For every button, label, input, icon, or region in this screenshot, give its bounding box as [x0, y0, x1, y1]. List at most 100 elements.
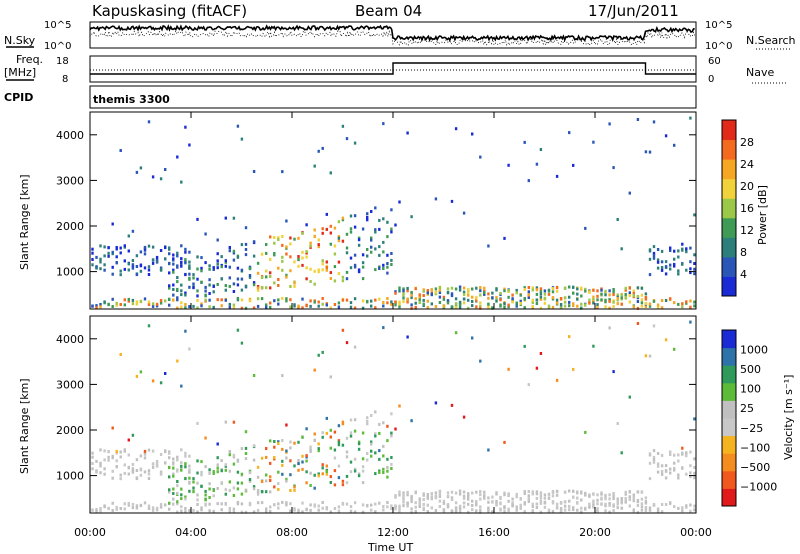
power-cell	[232, 282, 236, 286]
velocity-cell	[99, 464, 102, 468]
velocity-cell	[600, 492, 603, 496]
velocity-cell	[176, 484, 179, 488]
power-cell	[172, 298, 175, 302]
velocity-cell	[252, 458, 256, 462]
velocity-cell	[495, 503, 498, 507]
power-cell	[99, 260, 102, 264]
power-cell	[281, 235, 284, 238]
velocity-cell	[325, 470, 328, 473]
power-cell	[386, 262, 389, 265]
power-cell	[410, 290, 413, 294]
power-cell	[563, 300, 567, 304]
velocity-cell	[204, 436, 207, 440]
power-cell	[172, 257, 175, 261]
velocity-cell	[281, 439, 284, 442]
power-cell	[236, 283, 240, 287]
velocity-cell	[527, 494, 530, 498]
velocity-cell	[103, 472, 106, 476]
power-cell	[551, 290, 555, 294]
power-cell	[386, 301, 389, 305]
velocity-cell	[402, 493, 405, 497]
velocity-cell	[232, 462, 236, 466]
velocity-cell	[572, 506, 575, 510]
velocity-cell	[208, 509, 211, 513]
power-cell	[689, 260, 692, 264]
power-cell	[131, 266, 135, 270]
power-cell	[378, 227, 381, 231]
velocity-cell	[394, 504, 397, 508]
power-cell	[677, 302, 680, 306]
velocity-cell	[196, 471, 199, 475]
power-cell	[628, 291, 631, 295]
velocity-cell	[592, 344, 595, 348]
power-cell	[329, 224, 332, 228]
power-cell	[131, 263, 135, 267]
velocity-cell	[410, 419, 413, 423]
power-cell	[313, 228, 316, 232]
power-colorbar-swatch	[722, 120, 736, 141]
x-tick-label: 20:00	[579, 526, 611, 539]
velocity-cell	[559, 501, 563, 504]
velocity-cell	[289, 489, 292, 492]
power-cell	[543, 296, 547, 300]
velocity-cell	[616, 506, 619, 510]
power-cell	[418, 295, 421, 299]
power-cell	[438, 288, 442, 292]
velocity-cell	[159, 453, 163, 456]
velocity-cell	[652, 324, 656, 328]
velocity-cell	[584, 493, 587, 497]
power-cell	[168, 271, 171, 275]
power-cell	[188, 272, 191, 276]
power-cell	[442, 295, 446, 299]
velocity-cell	[406, 504, 409, 508]
velocity-cell	[176, 491, 179, 495]
velocity-cell	[321, 466, 324, 470]
power-cell	[531, 301, 534, 304]
velocity-cell	[563, 500, 567, 504]
velocity-cell	[349, 434, 353, 438]
power-cell	[531, 305, 534, 309]
velocity-cell	[374, 502, 377, 506]
velocity-cell	[685, 451, 688, 455]
velocity-cell	[236, 459, 240, 463]
power-cell	[103, 245, 106, 249]
power-cell	[681, 242, 684, 246]
velocity-cell	[337, 476, 341, 480]
power-cell	[547, 306, 551, 310]
velocity-cell	[309, 448, 312, 452]
power-cell	[127, 234, 130, 238]
power-cell	[216, 238, 219, 242]
velocity-cell	[115, 465, 118, 468]
power-cell	[361, 277, 365, 281]
velocity-cell	[353, 429, 357, 433]
power-cell	[664, 299, 668, 302]
power-cell	[693, 213, 696, 217]
nsearch-tick-bottom: 10^0	[705, 41, 732, 52]
power-cell	[301, 250, 304, 254]
power-cell	[188, 260, 191, 264]
nsky-line	[89, 24, 695, 43]
power-cell	[616, 297, 619, 300]
power-cell	[608, 298, 611, 302]
power-cell	[390, 263, 393, 266]
velocity-cell	[269, 439, 272, 443]
velocity-cell	[244, 446, 248, 450]
power-cell	[664, 134, 668, 138]
power-cell	[584, 303, 587, 307]
velocity-cell	[664, 338, 668, 342]
power-cell	[305, 255, 308, 259]
power-cell	[159, 301, 163, 305]
power-cell	[216, 262, 219, 266]
velocity-cell	[620, 506, 623, 510]
power-cell	[604, 305, 607, 309]
power-cell	[244, 253, 248, 257]
velocity-cell	[180, 468, 183, 472]
power-cell	[600, 298, 603, 302]
power-cell	[531, 288, 534, 292]
power-cell	[196, 255, 199, 259]
velocity-cell	[462, 490, 466, 494]
power-cell	[196, 299, 199, 302]
velocity-cell	[426, 503, 429, 507]
velocity-cell	[228, 469, 231, 473]
power-cell	[446, 287, 450, 291]
